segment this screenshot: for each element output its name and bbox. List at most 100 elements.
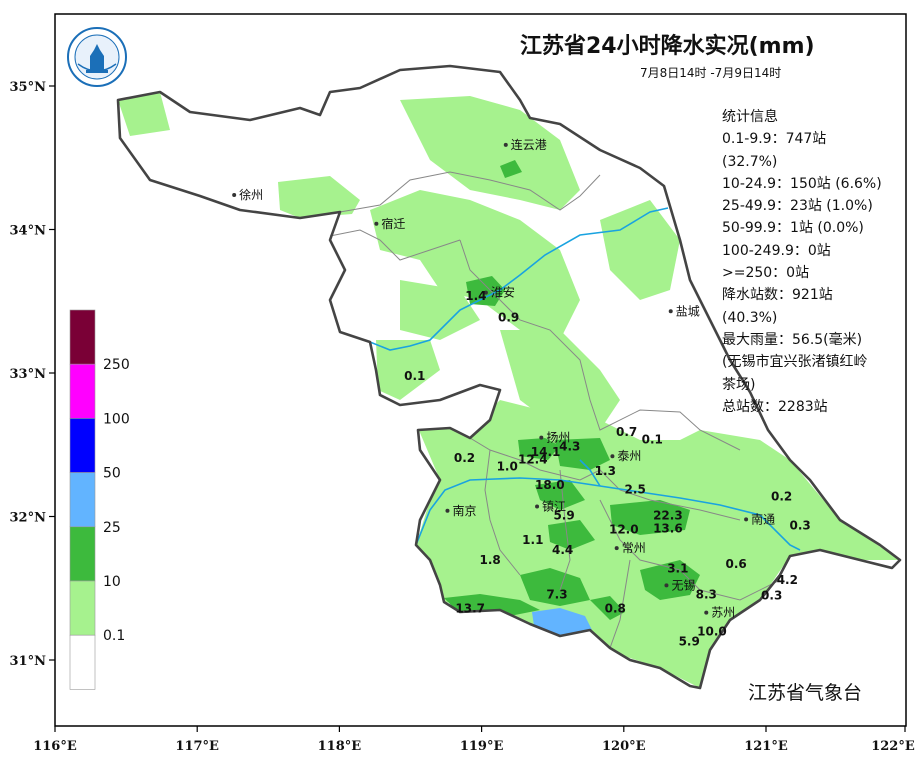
city-label: 南京 bbox=[452, 503, 476, 518]
legend-label: 25 bbox=[103, 520, 121, 536]
legend-label: 100 bbox=[103, 411, 130, 427]
lat-tick-label: 31°N bbox=[10, 654, 47, 669]
legend-swatch bbox=[69, 526, 96, 582]
lon-tick-label: 122°E bbox=[871, 739, 915, 754]
legend-label: 0.1 bbox=[103, 628, 125, 644]
stats-line: 0.1-9.9：747站 bbox=[722, 131, 827, 148]
rainfall-values: 1.4 0.9 0.1 0.7 0.1 0.2 1.012.414.14.3 1.3 18.0 2… bbox=[404, 289, 811, 649]
longitude-axis: 116°E 117°E 118°E 119°E 120°E 121°E 122°E bbox=[33, 726, 915, 754]
stats-line: 50-99.9：1站 (0.0%) bbox=[722, 220, 864, 237]
rainfall-value: 12.4 bbox=[518, 452, 548, 466]
legend-label: 10 bbox=[103, 574, 121, 590]
rainfall-value: 4.4 bbox=[552, 543, 573, 557]
stats-line: 100-249.9：0站 bbox=[722, 242, 831, 259]
stats-line: >=250：0站 bbox=[722, 265, 810, 282]
city-label: 泰州 bbox=[617, 449, 641, 463]
rainfall-value: 12.0 bbox=[609, 523, 639, 537]
lon-tick-label: 117°E bbox=[175, 739, 219, 754]
city-dot bbox=[535, 504, 540, 509]
city-label: 南通 bbox=[751, 511, 775, 526]
city-dot bbox=[668, 309, 673, 314]
rainfall-value: 0.3 bbox=[761, 589, 782, 603]
rainfall-value: 18.0 bbox=[535, 478, 565, 492]
legend-swatch bbox=[69, 309, 96, 365]
legend-label: 250 bbox=[103, 357, 130, 373]
stats-line: 25-49.9：23站 (1.0%) bbox=[722, 198, 873, 215]
rainfall-value: 4.3 bbox=[559, 439, 580, 453]
lon-tick-label: 121°E bbox=[744, 739, 788, 754]
rainfall-areas bbox=[118, 92, 900, 688]
rainfall-value: 7.3 bbox=[546, 587, 567, 601]
rainfall-value: 1.0 bbox=[497, 460, 518, 474]
rainfall-value: 13.6 bbox=[653, 521, 683, 535]
moderate-rain-area bbox=[444, 160, 700, 620]
legend-swatch bbox=[69, 418, 96, 473]
city-label: 苏州 bbox=[711, 606, 735, 620]
rainfall-value: 1.4 bbox=[465, 289, 486, 303]
legend-swatch bbox=[69, 634, 96, 690]
rainfall-value: 3.1 bbox=[667, 561, 688, 575]
city-dot bbox=[704, 610, 709, 615]
lat-tick-label: 34°N bbox=[10, 224, 47, 239]
color-legend: 250 100 50 25 10 0.1 bbox=[69, 309, 130, 690]
rainfall-value: 0.2 bbox=[454, 451, 475, 465]
city-label: 宿迁 bbox=[381, 216, 405, 231]
rainfall-value: 14.1 bbox=[531, 445, 561, 459]
legend-swatch bbox=[69, 363, 96, 419]
map-title: 江苏省24小时降水实况(mm) bbox=[520, 34, 815, 59]
lon-tick-label: 116°E bbox=[33, 739, 77, 754]
stats-line: 总站数：2283站 bbox=[722, 398, 828, 415]
stats-line: 最大雨量：56.5(毫米) bbox=[722, 331, 863, 348]
rainfall-value: 0.3 bbox=[789, 518, 810, 532]
city-dot bbox=[664, 583, 669, 588]
city-dot bbox=[614, 546, 619, 551]
lon-tick-label: 120°E bbox=[602, 739, 646, 754]
city-dot bbox=[744, 517, 749, 522]
rainfall-value: 0.1 bbox=[404, 369, 425, 383]
rainfall-value: 1.1 bbox=[522, 533, 543, 547]
rainfall-value: 1.8 bbox=[479, 553, 500, 567]
city-borders bbox=[329, 171, 781, 649]
stats-line: (32.7%) bbox=[722, 153, 778, 170]
city-label: 盐城 bbox=[676, 304, 700, 318]
lon-tick-label: 118°E bbox=[318, 739, 362, 754]
city-label: 淮安 bbox=[491, 285, 515, 300]
city-label: 镇江 bbox=[542, 499, 566, 513]
city-label: 连云港 bbox=[511, 137, 547, 152]
rainfall-value: 0.6 bbox=[726, 557, 747, 571]
stats-line: 降水站数：921站 bbox=[722, 287, 833, 304]
province-border bbox=[116, 64, 902, 690]
legend-label: 50 bbox=[103, 466, 121, 482]
rainfall-value: 10.0 bbox=[697, 625, 727, 639]
rainfall-value: 13.7 bbox=[455, 602, 485, 616]
rainfall-value: 8.3 bbox=[696, 587, 717, 601]
rivers bbox=[369, 207, 801, 551]
stats-header: 统计信息 bbox=[722, 109, 778, 125]
city-dot bbox=[232, 193, 237, 198]
statistics-panel: 统计信息 0.1-9.9：747站 (32.7%) 10-24.9：150站 (… bbox=[722, 106, 902, 418]
legend-swatch bbox=[69, 580, 96, 636]
city-dot bbox=[503, 142, 508, 147]
lat-tick-label: 32°N bbox=[10, 511, 47, 526]
stats-line: (无锡市宜兴张渚镇红岭 bbox=[722, 354, 868, 371]
rainfall-value: 0.2 bbox=[771, 490, 792, 504]
rainfall-value: 22.3 bbox=[653, 508, 683, 522]
city-label: 徐州 bbox=[239, 187, 263, 202]
rainfall-value: 0.8 bbox=[605, 602, 626, 616]
legend-swatch bbox=[69, 472, 96, 528]
rainfall-value: 0.9 bbox=[498, 310, 519, 324]
rainfall-value: 1.3 bbox=[595, 464, 616, 478]
city-dot bbox=[610, 454, 615, 459]
stats-line: (40.3%) bbox=[722, 309, 778, 326]
city-dot bbox=[445, 508, 450, 513]
city-dot bbox=[539, 435, 544, 440]
light-rain-area bbox=[118, 92, 900, 688]
latitude-axis: 35°N 34°N 33°N 32°N 31°N bbox=[10, 80, 55, 669]
rainfall-value: 0.1 bbox=[642, 432, 663, 446]
city-label: 常州 bbox=[622, 541, 646, 555]
rainfall-value: 4.2 bbox=[777, 573, 798, 587]
meteorological-bureau-logo bbox=[67, 27, 127, 87]
stats-line: 茶场) bbox=[722, 376, 756, 393]
